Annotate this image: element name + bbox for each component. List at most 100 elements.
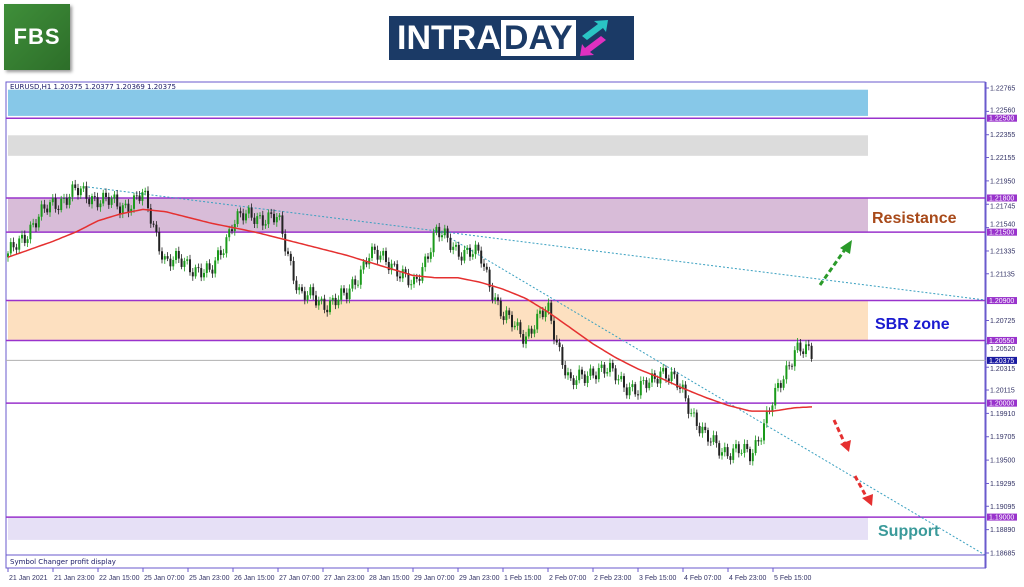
candle-body: [718, 443, 721, 456]
candle-body: [287, 251, 289, 254]
y-tick-label: 1.20315: [990, 366, 1015, 373]
candle-body: [802, 351, 805, 354]
candle-body: [457, 244, 460, 257]
candle-body: [477, 244, 480, 251]
candle-body: [166, 256, 169, 259]
candle-body: [793, 350, 796, 367]
candle-body: [222, 253, 225, 256]
y-tick-label: 1.19500: [990, 458, 1015, 465]
candle-body: [149, 208, 152, 224]
candle-body: [513, 325, 516, 328]
red-arrow-head-icon: [840, 440, 851, 452]
candle-body: [141, 192, 144, 201]
candle-body: [401, 269, 404, 279]
candle-body: [544, 310, 547, 318]
x-tick-label: 25 Jan 07:00: [144, 575, 185, 582]
candle-body: [418, 278, 421, 281]
candle-body: [208, 263, 211, 270]
candle-body: [214, 260, 217, 274]
level-label-box: [987, 114, 1017, 122]
candle-body: [721, 452, 723, 456]
status-text: Symbol Changer profit display: [10, 558, 116, 566]
candle-body: [427, 256, 429, 259]
candle-body: [250, 207, 253, 218]
candle-body: [225, 237, 228, 254]
sbr-zone-label: SBR zone: [875, 316, 950, 333]
candle-body: [172, 259, 175, 267]
candle-body: [701, 426, 704, 434]
candle-body: [264, 224, 267, 226]
candle-body: [130, 208, 133, 213]
time-axis: 21 Jan 2021 21 Jan 23:00 22 Jan 15:00 25 Ja…: [6, 567, 986, 582]
candle-body: [723, 447, 726, 453]
candle-body: [693, 412, 695, 414]
candle-body: [438, 226, 441, 238]
candle-body: [200, 268, 203, 278]
candle-body: [679, 387, 681, 389]
candle-body: [88, 198, 91, 205]
candle-body: [105, 192, 107, 197]
candle-body: [124, 203, 127, 206]
y-tick-label: 1.19910: [990, 411, 1015, 418]
candle-body: [292, 260, 295, 281]
candle-body: [550, 302, 553, 321]
candle-body: [256, 216, 259, 224]
candle-body: [600, 364, 603, 368]
candle-body: [410, 284, 413, 286]
candle-body: [740, 452, 743, 454]
candle-body: [203, 272, 205, 278]
candle-body: [399, 276, 401, 279]
candle-body: [589, 368, 592, 376]
candle-body: [485, 266, 488, 270]
price-chart[interactable]: Resistance SBR zone Support 1.22765 1.225…: [0, 78, 1024, 587]
level-label: 1.21500: [989, 230, 1014, 237]
fbs-logo-text: FBS: [13, 24, 61, 49]
candle-body: [415, 276, 418, 279]
candle-body: [735, 444, 737, 449]
candle-body: [393, 263, 396, 265]
candle-body: [147, 190, 149, 209]
level-label-box: [987, 297, 1017, 305]
green-arrow-head-icon: [840, 240, 852, 254]
candle-body: [687, 398, 690, 414]
candle-body: [704, 426, 707, 431]
candle-body: [413, 276, 415, 285]
candle-body: [79, 188, 82, 196]
candle-body: [729, 456, 732, 460]
candle-body: [21, 234, 23, 239]
trendline-lower[interactable]: [439, 231, 986, 556]
intraday-logo-b: DAY: [500, 20, 576, 56]
candle-body: [569, 372, 572, 379]
candle-body: [667, 378, 670, 381]
candle-body: [611, 362, 614, 369]
x-tick-label: 22 Jan 15:00: [99, 575, 140, 582]
candle-body: [9, 242, 12, 254]
candle-body: [343, 288, 345, 293]
candle-body: [511, 314, 513, 328]
candle-body: [623, 376, 625, 388]
zone-2: [8, 197, 868, 233]
candle-body: [348, 288, 351, 300]
x-tick-label: 21 Jan 23:00: [54, 575, 95, 582]
candle-body: [303, 291, 306, 300]
candle-body: [586, 375, 589, 383]
level-label: 1.21800: [989, 195, 1014, 202]
candle-body: [96, 197, 99, 208]
y-tick-label: 1.19095: [990, 504, 1015, 511]
candle-body: [169, 258, 172, 267]
candle-body: [637, 394, 639, 396]
candle-body: [175, 250, 177, 260]
y-tick-label: 1.21950: [990, 178, 1015, 185]
fbs-logo: FBS: [4, 4, 70, 70]
trendline-upper[interactable]: [87, 186, 986, 301]
candle-body: [645, 380, 648, 389]
candle-body: [421, 267, 424, 281]
level-label-box: [987, 336, 1017, 344]
candle-body: [516, 322, 519, 326]
candle-body: [334, 297, 337, 306]
candle-body: [239, 211, 242, 214]
candle-body: [323, 298, 326, 310]
candle-body: [320, 298, 323, 301]
candle-body: [634, 384, 637, 395]
zone-3: [8, 300, 868, 341]
